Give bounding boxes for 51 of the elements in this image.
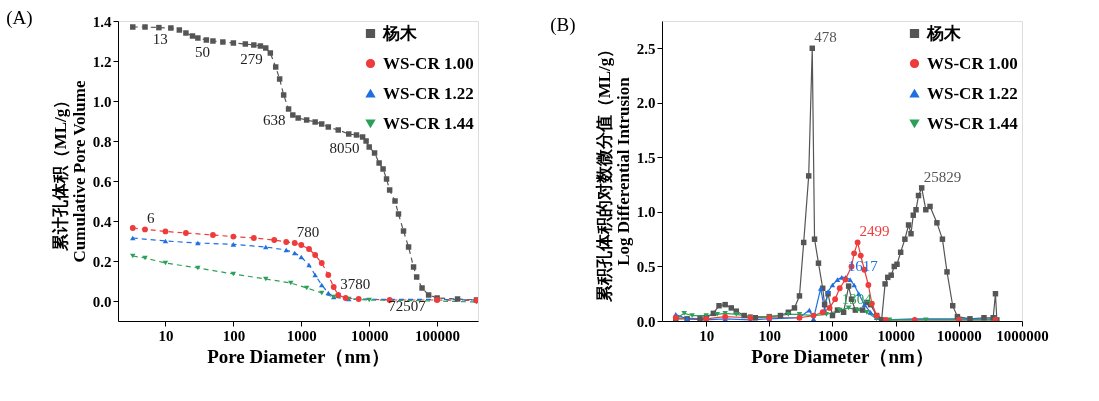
- annotation: 3780: [340, 276, 371, 292]
- annotation: 638: [263, 112, 286, 128]
- annotation: 8050: [329, 140, 360, 156]
- y-tick-label: 1.4: [92, 13, 112, 30]
- legend-label: 杨木: [382, 23, 418, 43]
- x-tick-label: 1000000: [996, 327, 1049, 344]
- y-tick-label: 2.5: [636, 40, 656, 57]
- x-tick-label: 1000: [817, 327, 848, 344]
- legend-label: WS-CR 1.22: [383, 83, 474, 103]
- legend-label: WS-CR 1.44: [927, 113, 1019, 133]
- y-tick-label: 0.5: [636, 258, 656, 275]
- x-tick-label: 100: [758, 327, 782, 344]
- x-tick-label: 10: [158, 327, 174, 344]
- chart-title: (B): [550, 14, 576, 36]
- annotation: 2499: [859, 223, 890, 240]
- annotation: 780: [296, 224, 320, 240]
- x-axis-title: Pore Diameter（nm）: [207, 345, 390, 367]
- y-tick-label: 1.0: [92, 93, 112, 110]
- y-tick-label: 0.0: [92, 293, 112, 310]
- annotation: 279: [240, 51, 263, 67]
- legend-label: 杨木: [926, 23, 962, 43]
- legend-label: WS-CR 1.22: [927, 83, 1018, 103]
- legend-label: WS-CR 1.44: [383, 113, 475, 133]
- annotation: 478: [814, 29, 837, 46]
- y-tick-label: 1.2: [92, 53, 112, 70]
- y-axis-title: 累计孔体积（ML/g） Cumulative Pore Volume: [50, 80, 89, 263]
- y-tick-label: 0.2: [92, 253, 112, 270]
- legend-label: WS-CR 1.00: [927, 53, 1018, 73]
- annotation: 50: [194, 44, 210, 60]
- chart-title: (A): [6, 7, 33, 29]
- x-tick-label: 100000: [936, 327, 982, 344]
- annotation: 72507: [388, 298, 427, 314]
- x-tick-label: 10000: [350, 327, 389, 344]
- legend-label: WS-CR 1.00: [383, 53, 474, 73]
- x-tick-label: 1000: [286, 327, 317, 344]
- y-tick-label: 2.0: [636, 95, 656, 112]
- y-tick-label: 1.0: [636, 204, 656, 221]
- y-tick-label: 1.5: [636, 149, 656, 166]
- x-tick-label: 100000: [415, 327, 461, 344]
- y-tick-label: 0.8: [92, 133, 112, 150]
- y-tick-label: 0.4: [92, 213, 112, 230]
- annotation: 25829: [923, 168, 962, 185]
- annotation: 13: [152, 31, 168, 47]
- x-axis-title: Pore Diameter（nm）: [751, 345, 934, 367]
- y-tick-label: 0.0: [636, 313, 656, 330]
- y-tick-label: 0.6: [92, 173, 112, 190]
- x-tick-label: 10: [699, 327, 715, 344]
- x-tick-label: 10000: [877, 327, 915, 344]
- annotation: 6: [147, 210, 156, 227]
- y-axis-title: 累积孔体积的对数微分值（ML/g） Log Differential Intrusion: [594, 40, 633, 304]
- x-tick-label: 100: [222, 327, 246, 344]
